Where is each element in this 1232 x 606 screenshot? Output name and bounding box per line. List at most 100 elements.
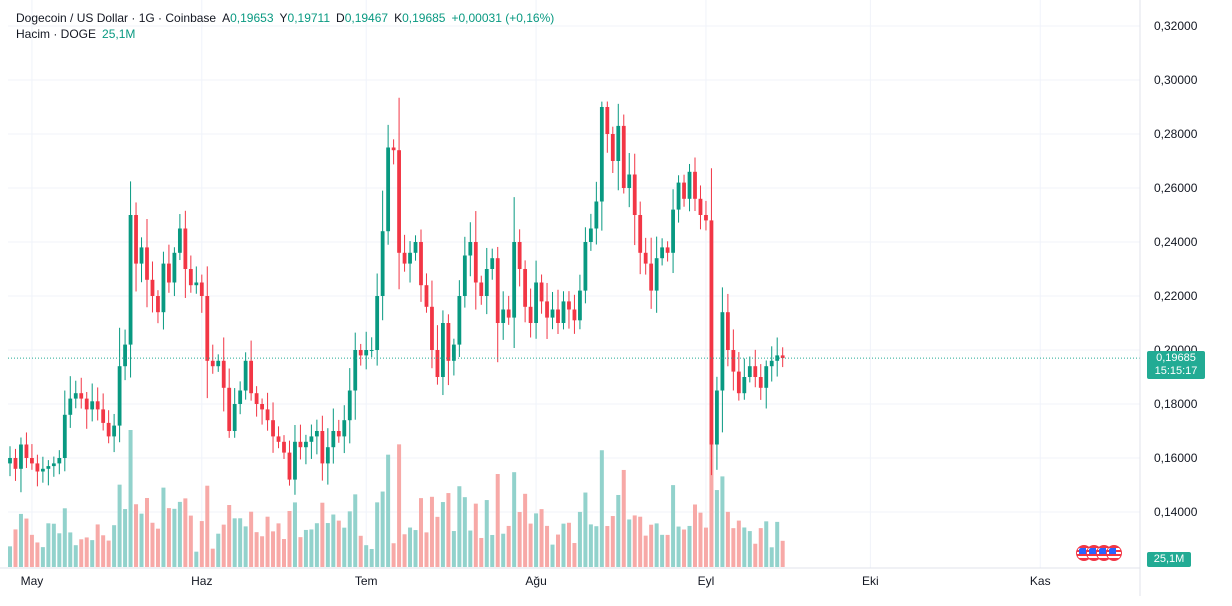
candle-body xyxy=(336,431,341,437)
candle-body xyxy=(95,401,100,410)
volume-bar xyxy=(232,518,237,567)
candle-body xyxy=(484,269,489,296)
volume-bar xyxy=(314,523,319,567)
time-tick-label: Ağu xyxy=(525,574,546,588)
candle-body xyxy=(84,398,89,410)
legend-low-value: 0,19467 xyxy=(344,11,389,25)
candle-body xyxy=(62,414,67,458)
candle-body xyxy=(451,344,456,361)
candle-body xyxy=(408,252,412,264)
volume-bar xyxy=(682,529,687,567)
volume-bar xyxy=(780,540,785,567)
candle-body xyxy=(128,215,133,345)
volume-bar xyxy=(309,529,314,567)
volume-bar xyxy=(161,487,166,567)
volume-bar xyxy=(649,524,654,567)
volume-bar xyxy=(512,472,517,567)
time-axis[interactable]: May Haz Tem Ağu Eyl Eki Kas xyxy=(0,567,1140,588)
candle-body xyxy=(243,360,248,391)
price-tick-label: 0,16000 xyxy=(1154,451,1198,465)
candle-body xyxy=(534,282,538,323)
volume-bar xyxy=(473,503,478,567)
candle-body xyxy=(490,258,495,269)
volume-bar xyxy=(325,523,330,567)
volume-bar xyxy=(155,528,160,567)
candle-body xyxy=(177,228,182,253)
volume-bar xyxy=(775,521,780,567)
candle-body xyxy=(709,220,714,445)
candle-body xyxy=(183,228,188,269)
us-flag-icon[interactable] xyxy=(1106,545,1122,561)
legend-change: +0,00031 (+0,16%) xyxy=(451,11,555,25)
volume-bar xyxy=(484,500,489,567)
volume-bar xyxy=(238,518,243,567)
volume-bar xyxy=(742,527,747,567)
event-flags[interactable] xyxy=(1076,545,1122,561)
volume-bar xyxy=(79,539,84,567)
candle-body xyxy=(736,371,741,394)
volume-bar xyxy=(599,450,604,567)
volume-bar xyxy=(380,491,385,567)
volume-bar xyxy=(35,542,40,567)
volume-bar xyxy=(188,515,193,567)
candle-body xyxy=(780,355,785,359)
volume-bar xyxy=(583,492,588,567)
candle-body xyxy=(769,360,774,367)
candle-body xyxy=(441,323,445,377)
candle-body xyxy=(457,296,462,345)
volume-bar xyxy=(429,496,434,567)
volume-bar xyxy=(68,532,73,567)
legend-symbol[interactable]: Dogecoin / US Dollar · 1G · Coinbase xyxy=(16,11,217,25)
volume-bar xyxy=(353,494,358,567)
volume-bar xyxy=(177,501,182,567)
candle-body xyxy=(331,431,336,448)
volume-bar xyxy=(123,509,128,567)
candle-body xyxy=(687,171,692,199)
candle-body xyxy=(775,355,780,361)
candle-body xyxy=(649,263,654,291)
candle-body xyxy=(599,107,604,202)
candle-body xyxy=(298,441,303,448)
candle-body xyxy=(720,312,725,391)
candle-body xyxy=(238,390,243,404)
candle-body xyxy=(632,174,637,215)
volume-bar xyxy=(358,535,363,567)
volume-bar xyxy=(150,522,155,567)
price-axis[interactable]: 0,140000,160000,180000,200000,220000,240… xyxy=(1139,0,1198,596)
time-tick-label: Tem xyxy=(355,574,378,588)
volume-bar xyxy=(501,533,506,567)
candle-body xyxy=(435,350,440,377)
volume-bar xyxy=(627,519,632,567)
candle-body xyxy=(539,282,544,302)
volume-bar xyxy=(205,485,210,567)
volume-bar xyxy=(539,509,544,567)
volume-bar xyxy=(139,513,144,567)
volume-bar xyxy=(101,535,106,567)
candle-body xyxy=(671,209,675,253)
time-tick-label: Kas xyxy=(1030,574,1051,588)
candle-body xyxy=(621,125,626,188)
candle-body xyxy=(676,182,681,210)
candle-body xyxy=(40,468,45,472)
legend-open-label: A xyxy=(222,11,231,25)
candle-body xyxy=(578,290,582,321)
volume-bar xyxy=(725,511,730,567)
volume-bar xyxy=(468,530,473,567)
volume-bar xyxy=(660,534,665,567)
candle-body xyxy=(462,255,467,296)
candle-body xyxy=(380,231,385,296)
candle-body xyxy=(545,301,549,318)
volume-bar xyxy=(419,498,423,567)
candle-body xyxy=(753,366,758,377)
candle-body xyxy=(134,215,138,264)
volume-bar xyxy=(545,525,550,567)
candle-body xyxy=(57,458,62,464)
legend-volume-label[interactable]: Hacim · DOGE xyxy=(16,27,97,41)
volume-bar xyxy=(95,524,100,567)
volume-bar xyxy=(84,537,89,567)
volume-bar xyxy=(462,497,467,567)
candle-body xyxy=(397,150,401,253)
candle-body xyxy=(517,242,522,269)
